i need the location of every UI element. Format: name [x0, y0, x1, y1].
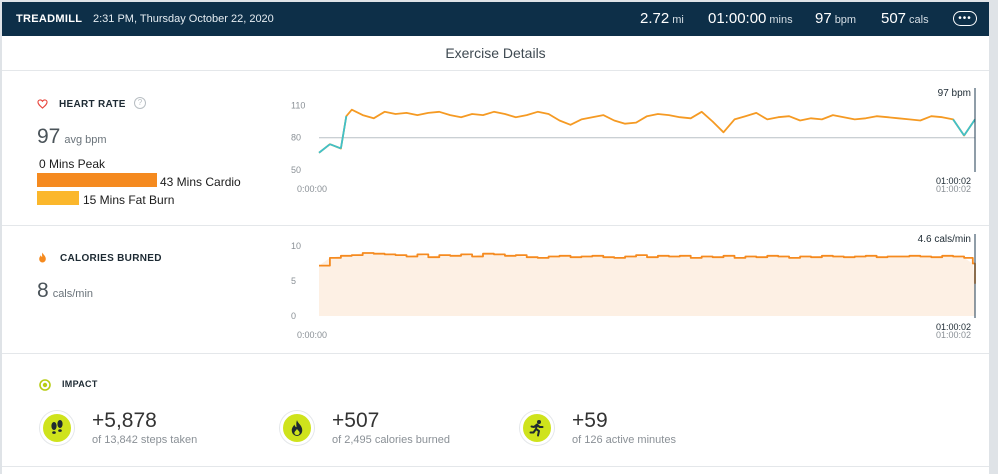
series-line — [319, 252, 976, 284]
current-value-label: 4.6 cals/min — [918, 234, 971, 245]
low-zone-segment — [339, 116, 348, 149]
more-options-button[interactable]: ••• — [953, 11, 977, 26]
current-time-label: 01:00:02 — [936, 176, 971, 186]
low-zone-segment — [329, 143, 342, 150]
footprints-icon — [40, 411, 74, 445]
active-minutes-value: +59 — [572, 409, 608, 432]
y-tick-label: 80 — [291, 133, 301, 143]
heart-rate-chart: 110 80 50 97 bpm 01:00:02 0:00:00 01:00:02 — [291, 88, 976, 194]
zone-fat-burn-label: 15 Mins Fat Burn — [83, 193, 175, 207]
low-zone-segment — [952, 118, 965, 137]
runner-icon — [520, 411, 554, 445]
area-fill — [319, 253, 975, 316]
help-icon[interactable]: ? — [134, 97, 146, 109]
exercise-header: TREADMILL 2:31 PM, Thursday October 22, … — [2, 2, 989, 36]
exercise-type: TREADMILL — [16, 13, 83, 25]
zone-cardio-label: 43 Mins Cardio — [160, 175, 241, 189]
flame-icon — [39, 252, 46, 263]
calories-rate: 8 cals/min — [37, 279, 94, 302]
active-minutes-sub: of 126 active minutes — [572, 434, 676, 446]
impact-label: IMPACT — [62, 379, 98, 389]
x-tick-label: 01:00:02 — [936, 330, 971, 340]
calories-chart: 10 5 0 4.6 cals/min 01:00:02 0:00:00 01:00:02 — [291, 234, 976, 340]
steps-sub: of 13,842 steps taken — [92, 434, 198, 446]
flame-icon — [280, 411, 314, 445]
x-tick-label: 01:00:02 — [936, 184, 971, 194]
series-line — [318, 108, 976, 154]
y-tick-label: 10 — [291, 241, 301, 251]
calories-sub: of 2,495 calories burned — [332, 434, 451, 446]
heart-rate-label: HEART RATE — [59, 99, 126, 110]
heart-icon — [37, 99, 48, 109]
zone-peak-label: 0 Mins Peak — [39, 157, 106, 171]
y-tick-label: 0 — [291, 311, 296, 321]
zone-fat-burn-bar — [37, 191, 79, 205]
calories-burned-label: CALORIES BURNED — [60, 253, 162, 264]
calories-value: +507 — [332, 409, 380, 432]
divider — [2, 225, 989, 226]
page-title: Exercise Details — [445, 45, 546, 61]
heart-rate-stat: 97 bpm — [815, 10, 857, 27]
divider — [2, 70, 989, 71]
x-tick-label: 0:00:00 — [297, 330, 327, 340]
distance-stat: 2.72 mi — [640, 10, 684, 27]
steps-value: +5,878 — [92, 409, 157, 432]
impact-target-icon — [39, 379, 51, 391]
y-tick-label: 5 — [291, 276, 296, 286]
calories-stat: 507 cals — [881, 10, 929, 27]
exercise-details-card: Exercise Details HEART RATE ? 97 avg bpm … — [2, 36, 989, 474]
exercise-datetime: 2:31 PM, Thursday October 22, 2020 — [93, 13, 274, 25]
x-tick-label: 0:00:00 — [297, 184, 327, 194]
current-value-label: 97 bpm — [938, 88, 971, 99]
y-tick-label: 50 — [291, 165, 301, 175]
y-tick-label: 110 — [291, 100, 305, 110]
divider — [2, 466, 989, 467]
low-zone-segment — [318, 143, 331, 154]
heart-rate-average: 97 avg bpm — [37, 125, 107, 148]
duration-stat: 01:00:00 mins — [708, 10, 793, 27]
divider — [2, 353, 989, 354]
low-zone-segment — [963, 118, 976, 137]
ellipsis-icon: ••• — [958, 12, 972, 24]
current-time-label: 01:00:02 — [936, 322, 971, 332]
zone-cardio-bar — [37, 173, 157, 187]
